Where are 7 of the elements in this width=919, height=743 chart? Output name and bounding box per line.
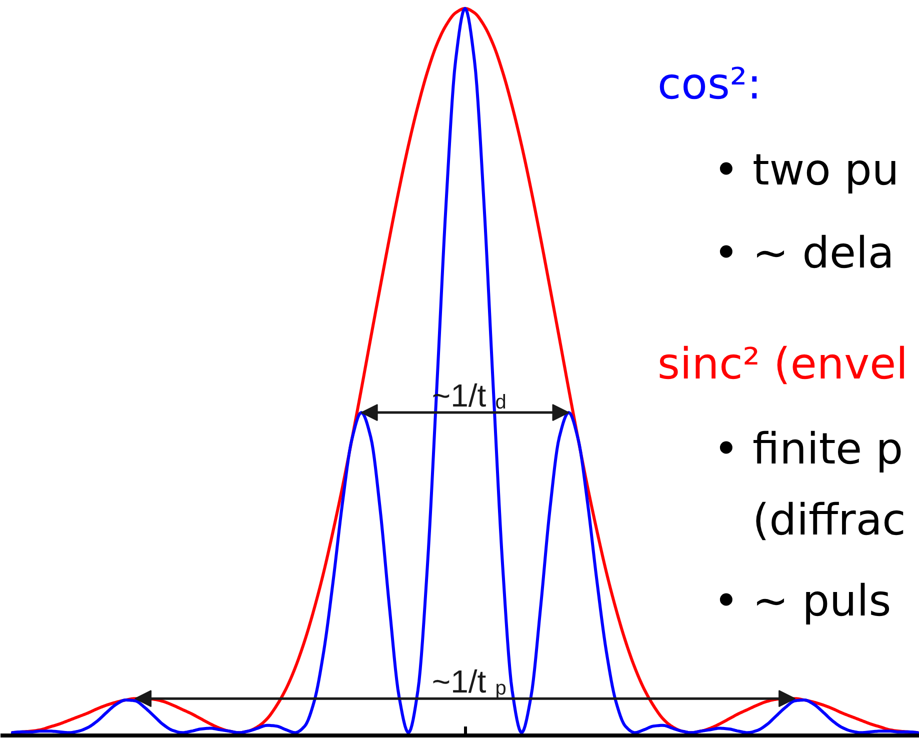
annotation: • two pu bbox=[714, 146, 900, 196]
annotation: (diffrac bbox=[752, 496, 906, 546]
text: sinc² (envel bbox=[658, 340, 908, 390]
annotation: • ∼ dela bbox=[714, 228, 894, 278]
text: cos²: bbox=[658, 60, 762, 110]
annotation: • ∼ puls bbox=[714, 576, 892, 626]
annotation: • finite p bbox=[714, 424, 904, 474]
